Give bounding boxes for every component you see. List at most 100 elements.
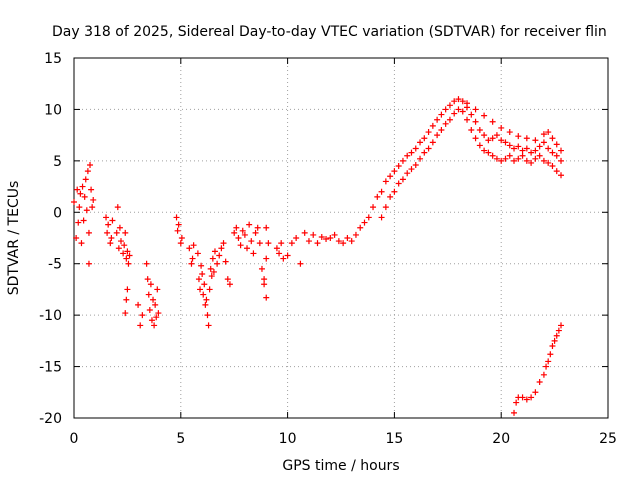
data-point bbox=[231, 229, 238, 236]
data-point bbox=[209, 255, 216, 262]
x-tick-label: 20 bbox=[492, 431, 510, 447]
data-point bbox=[107, 240, 114, 247]
data-point bbox=[553, 332, 560, 339]
y-tick-label: 10 bbox=[44, 102, 62, 118]
data-point bbox=[549, 343, 556, 349]
data-point bbox=[190, 242, 197, 249]
data-point bbox=[220, 240, 227, 247]
data-point bbox=[124, 286, 131, 293]
data-point bbox=[104, 229, 111, 236]
data-point bbox=[201, 281, 208, 288]
data-point bbox=[82, 176, 89, 183]
data-point bbox=[528, 159, 535, 166]
data-point bbox=[76, 204, 83, 211]
data-point bbox=[523, 135, 530, 142]
data-point bbox=[327, 235, 334, 241]
data-point bbox=[105, 221, 112, 228]
data-point bbox=[438, 127, 445, 133]
data-point bbox=[536, 143, 543, 150]
data-point bbox=[114, 204, 121, 211]
data-point bbox=[549, 135, 556, 142]
data-point bbox=[506, 152, 513, 159]
data-point bbox=[246, 221, 253, 228]
data-point bbox=[116, 224, 123, 231]
data-point bbox=[123, 296, 130, 303]
data-point bbox=[155, 310, 162, 317]
data-point bbox=[438, 111, 445, 118]
data-point bbox=[241, 231, 248, 238]
data-point bbox=[340, 240, 347, 247]
data-point bbox=[553, 152, 560, 159]
data-point bbox=[468, 127, 475, 133]
x-axis-label: GPS time / hours bbox=[282, 458, 399, 474]
axis-ticks: 0 5 10 15 20 25 -20 -15 -10 -5 0 5 10 15 bbox=[39, 51, 617, 447]
data-point bbox=[459, 98, 466, 105]
y-tick-label: 5 bbox=[53, 154, 62, 170]
data-point bbox=[103, 214, 110, 221]
data-point bbox=[254, 224, 261, 231]
data-point bbox=[543, 363, 550, 370]
data-point bbox=[273, 245, 280, 252]
data-point bbox=[218, 245, 225, 252]
data-point bbox=[502, 155, 509, 162]
data-point bbox=[540, 131, 547, 138]
data-point bbox=[263, 294, 270, 301]
x-tick-label: 10 bbox=[279, 431, 297, 447]
data-point bbox=[489, 135, 496, 142]
data-point bbox=[532, 137, 539, 144]
data-point bbox=[121, 242, 128, 249]
data-point bbox=[177, 240, 184, 247]
data-point bbox=[237, 242, 244, 249]
data-point bbox=[233, 224, 240, 231]
data-point bbox=[293, 235, 300, 241]
data-point bbox=[143, 260, 150, 267]
data-point bbox=[206, 286, 213, 293]
data-point bbox=[226, 281, 233, 288]
data-point bbox=[378, 188, 385, 195]
data-point bbox=[214, 260, 221, 267]
data-point bbox=[378, 214, 385, 221]
y-axis-label: SDTVAR / TECUs bbox=[6, 181, 22, 296]
data-point bbox=[357, 224, 364, 231]
data-point bbox=[540, 157, 547, 164]
data-point bbox=[540, 371, 547, 378]
data-point bbox=[235, 235, 242, 241]
data-point bbox=[481, 132, 488, 139]
chart-title: Day 318 of 2025, Sidereal Day-to-day VTE… bbox=[52, 24, 607, 40]
data-point bbox=[408, 149, 415, 156]
data-point bbox=[123, 255, 130, 262]
data-point bbox=[331, 231, 338, 238]
data-point bbox=[476, 142, 483, 149]
data-point bbox=[442, 106, 449, 113]
data-point bbox=[151, 322, 158, 329]
data-point bbox=[189, 255, 196, 262]
data-point bbox=[558, 157, 565, 164]
data-point bbox=[513, 399, 520, 406]
data-point bbox=[502, 139, 509, 146]
data-point bbox=[211, 248, 218, 255]
data-point bbox=[84, 168, 91, 175]
data-point bbox=[188, 260, 195, 267]
data-point bbox=[205, 322, 212, 329]
data-point bbox=[553, 141, 560, 148]
data-point bbox=[549, 149, 556, 156]
data-point bbox=[250, 250, 257, 257]
data-point bbox=[536, 152, 543, 159]
data-point bbox=[558, 147, 565, 154]
plot-frame bbox=[73, 57, 609, 419]
data-point bbox=[256, 240, 263, 247]
data-point bbox=[145, 291, 152, 298]
data-point bbox=[425, 145, 432, 152]
data-point bbox=[115, 245, 122, 252]
data-point bbox=[261, 281, 268, 288]
data-point bbox=[395, 163, 402, 169]
data-point bbox=[476, 127, 483, 133]
y-tick-label: -5 bbox=[48, 257, 62, 273]
data-point bbox=[244, 245, 251, 252]
data-point bbox=[108, 235, 115, 241]
data-point bbox=[263, 255, 270, 262]
data-point bbox=[511, 157, 518, 164]
data-point bbox=[417, 155, 424, 162]
data-point bbox=[278, 240, 285, 247]
